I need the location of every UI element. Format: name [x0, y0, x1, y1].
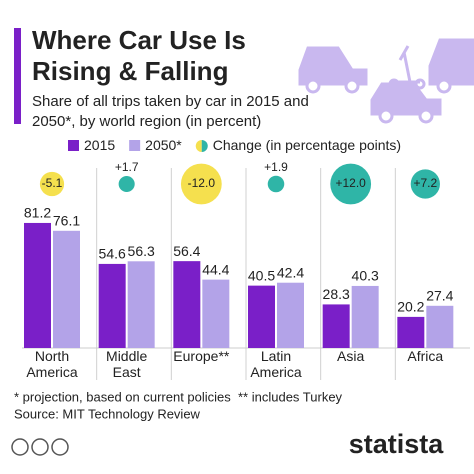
change-label: +12.0 [335, 176, 366, 190]
legend-label: 2015 [84, 137, 115, 153]
x-tick-label: Europe** [173, 348, 230, 364]
value-label: 56.4 [173, 243, 200, 259]
legend-swatch [68, 140, 79, 151]
bar [322, 304, 350, 348]
value-label: 44.4 [202, 261, 229, 277]
value-label: 27.4 [426, 288, 453, 304]
change-label: +7.2 [413, 176, 437, 190]
accent-bar [14, 28, 21, 124]
bar [202, 279, 230, 348]
change-label: -12.0 [188, 176, 216, 190]
change-bubble [410, 169, 440, 199]
bar [248, 285, 275, 348]
legend-change-icon [201, 140, 208, 152]
value-label: 81.2 [24, 205, 51, 221]
chart-title: Where Car Use Is Rising & Falling [32, 25, 246, 86]
footnote: * projection, based on current policies [14, 389, 231, 404]
value-label: 54.6 [99, 246, 126, 262]
bar [98, 263, 126, 348]
x-tick-label: Latin America [250, 348, 302, 380]
change-bubble [39, 171, 65, 197]
change-label: +1.9 [264, 160, 288, 174]
x-tick-label: Asia [337, 348, 364, 364]
bar [127, 261, 155, 348]
change-bubble [330, 163, 372, 205]
by-icon [31, 438, 49, 456]
nd-icon [51, 438, 69, 456]
change-bubble [180, 163, 222, 205]
x-tick-label: North America [26, 348, 78, 380]
value-label: 76.1 [53, 213, 80, 229]
chart-subtitle: Share of all trips taken by car in 2015 … [32, 93, 309, 130]
legend-label: Change (in percentage points) [213, 137, 401, 153]
change-bubble [267, 175, 285, 193]
legend-label: 2050* [145, 137, 182, 153]
bar [426, 305, 454, 348]
legend-swatch [129, 140, 141, 151]
bar [53, 230, 80, 348]
value-label: 40.3 [352, 268, 379, 284]
bar [173, 261, 201, 348]
brand-area: statista [11, 429, 445, 459]
change-bubble [118, 175, 135, 193]
source: Source: MIT Technology Review [14, 406, 201, 421]
legend-change-icon [195, 140, 202, 152]
value-label: 28.3 [323, 286, 350, 302]
brand-logo: statista [349, 429, 445, 459]
bar [277, 282, 304, 348]
value-label: 56.3 [128, 243, 155, 259]
value-label: 40.5 [248, 267, 275, 283]
change-label: +1.7 [115, 160, 139, 174]
bar [351, 285, 379, 348]
bar [397, 316, 425, 348]
change-label: -5.1 [42, 176, 63, 190]
x-tick-label: Africa [407, 348, 443, 364]
illustration [298, 38, 474, 124]
cc-icon [11, 438, 29, 456]
x-tick-label: Middle East [106, 348, 147, 380]
value-label: 20.2 [397, 299, 424, 315]
value-label: 42.4 [277, 264, 304, 280]
bar [24, 222, 51, 348]
footnote: ** includes Turkey [238, 389, 343, 404]
